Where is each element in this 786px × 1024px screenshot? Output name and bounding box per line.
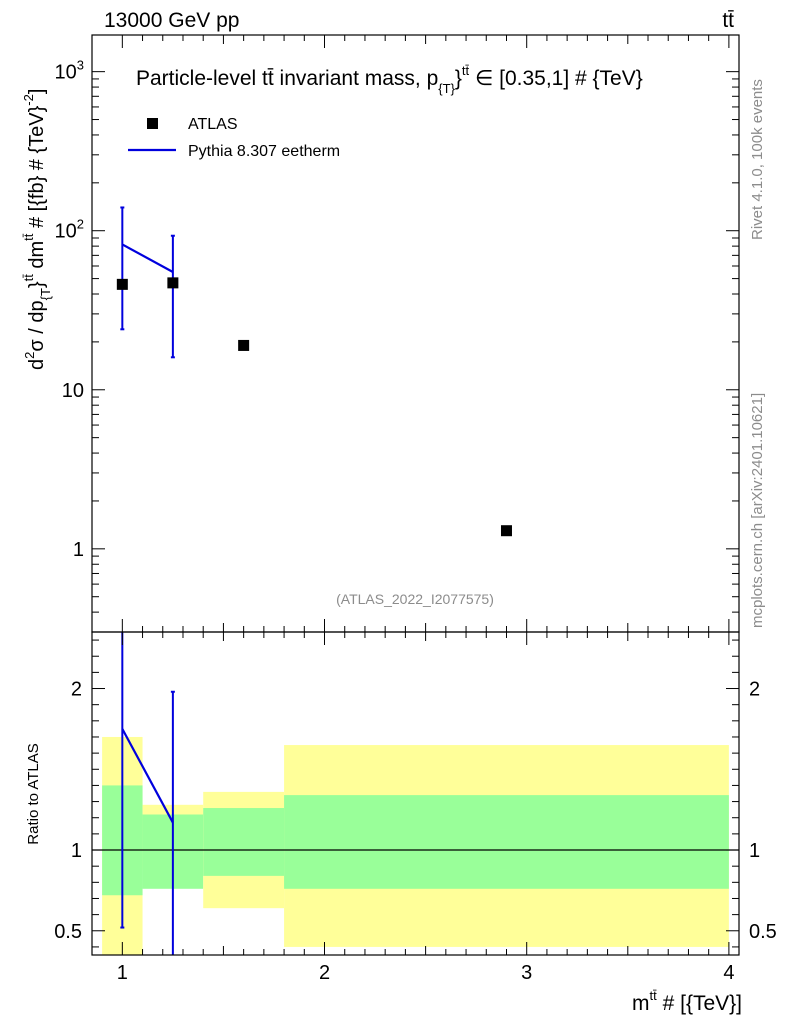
legend-marker-atlas — [147, 118, 158, 129]
main-y-tick-exp-3: 3 — [77, 58, 84, 73]
ylabel-e: # [{fb} # {TeV} — [26, 105, 48, 233]
x-tick-label-2: 3 — [521, 962, 532, 984]
main-y-axis-label: d2σ / dp{T}tt̄ dmtt̄ # [{fb} # {TeV}-2] — [21, 89, 53, 370]
legend-label-atlas: ATLAS — [188, 116, 238, 133]
plot-title: Particle-level tt̄ invariant mass, p{T}}… — [136, 63, 643, 96]
ratio-y-axis-label: Ratio to ATLAS — [25, 743, 42, 844]
ratio-y-tick-label-right-1: 1 — [749, 840, 760, 862]
data-point-1 — [167, 277, 179, 289]
ylabel-d-sup: tt̄ — [21, 233, 36, 241]
rivet-label: Rivet 4.1.0, 100k events — [749, 79, 766, 240]
ratio-y-tick-label-right-2: 2 — [749, 679, 760, 701]
x-tick-label-1: 2 — [319, 962, 330, 984]
x-tick-label-3: 4 — [723, 962, 734, 984]
x-tick-label-0: 1 — [117, 962, 128, 984]
ylabel-c: } — [26, 281, 48, 288]
data-point-3 — [500, 525, 512, 537]
ratio-panel: 1 2 3 4 0.5 0.5 1 1 2 2 Ratio to ATLAS mtt̄ # [{T… — [25, 631, 777, 1015]
uncertainty-band-inner-3 — [284, 795, 729, 889]
data-point-2 — [238, 339, 250, 351]
main-y-tick-base-3: 10 — [55, 62, 77, 84]
main-y-tick-label-2: 102 — [55, 217, 84, 243]
x-axis-label: mtt̄ # [{TeV}] — [632, 988, 742, 1015]
mcplots-label: mcplots.cern.ch [arXiv:2401.10621] — [749, 393, 766, 628]
title-sub: {T} — [438, 81, 455, 96]
xlabel-base: m — [632, 992, 650, 1015]
title-sup: tt̄ — [462, 63, 470, 78]
ylabel-f: ] — [26, 89, 48, 95]
ylabel-b: σ / dp — [26, 300, 48, 351]
mc-line — [121, 243, 174, 273]
ylabel-e-sup: -2 — [21, 94, 36, 106]
main-y-tick-label-3: 103 — [55, 58, 84, 84]
title-pre: Particle-level tt̄ invariant mass, p — [136, 67, 438, 90]
title-mid: } — [455, 67, 462, 90]
ylabel-a: d — [26, 359, 48, 370]
ylabel-a-sup: 2 — [22, 352, 37, 359]
ylabel-c-sup: tt̄ — [21, 274, 36, 282]
ratio-y-tick-label-left-1: 1 — [71, 840, 82, 862]
main-y-tick-label-1: 10 — [62, 380, 84, 402]
ratio-frame — [91, 631, 740, 956]
main-y-tick-base-2: 10 — [55, 221, 77, 243]
xlabel-rest: # [{TeV}] — [657, 992, 742, 1015]
ylabel-d: dm — [26, 241, 48, 274]
ratio-mc-line — [121, 728, 174, 824]
main-y-tick-label-0: 1 — [73, 539, 84, 561]
analysis-watermark: (ATLAS_2022_I2077575) — [336, 591, 494, 607]
ratio-y-tick-label-left-2: 2 — [71, 679, 82, 701]
process-label: tt̄ — [722, 9, 734, 32]
ratio-y-tick-label-left-0: 0.5 — [54, 921, 82, 943]
data-point-0 — [116, 278, 128, 290]
uncertainty-band-inner-2 — [203, 808, 285, 876]
title-post: ∈ [0.35,1] # {TeV} — [469, 67, 643, 90]
ratio-y-tick-label-right-0: 0.5 — [749, 921, 777, 943]
legend-label-pythia: Pythia 8.307 eetherm — [188, 143, 340, 160]
legend: ATLAS Pythia 8.307 eetherm — [128, 116, 340, 160]
ylabel-b-sub: {T — [38, 288, 53, 300]
xlabel-sup: tt̄ — [650, 988, 658, 1003]
main-y-tick-exp-2: 2 — [77, 217, 84, 232]
energy-label: 13000 GeV pp — [104, 9, 239, 32]
